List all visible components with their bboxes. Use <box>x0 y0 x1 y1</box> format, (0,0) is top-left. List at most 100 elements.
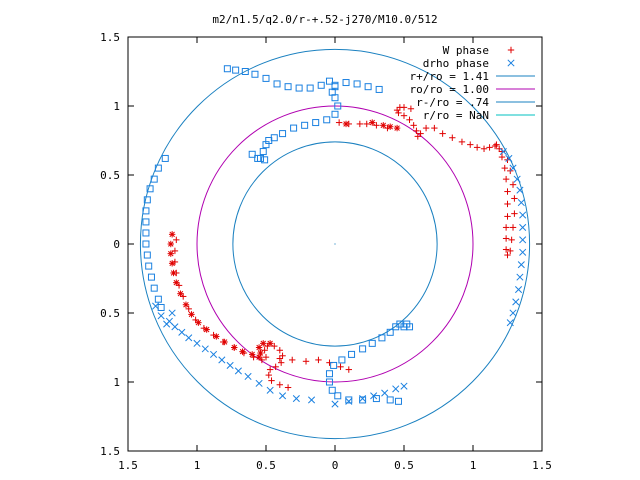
y-tick-label: 0.5 <box>100 307 120 320</box>
drho-phase-point <box>273 80 281 88</box>
w-phase-point <box>337 363 344 371</box>
w-phase-point <box>258 356 266 364</box>
w-phase-point <box>268 377 275 384</box>
drho-phase-point <box>392 323 400 331</box>
drho-phase-point <box>338 356 346 364</box>
drho-phase-point <box>157 303 165 311</box>
drho-phase-point <box>368 339 376 347</box>
w-phase-point <box>496 145 503 152</box>
drho-phase-point <box>386 328 394 336</box>
drho-phase-point <box>154 295 162 303</box>
w-phase-point <box>239 348 246 355</box>
drho-phase-point <box>509 309 517 317</box>
drho-phase-point <box>323 116 331 124</box>
w-phase-point <box>356 120 364 128</box>
drho-phase-point <box>334 102 342 110</box>
drho-phase-point <box>331 110 339 118</box>
drho-phase-point <box>400 382 408 390</box>
x-tick-label: 0.5 <box>394 459 414 472</box>
y-tick-label: 0 <box>113 238 120 251</box>
w-phase-point <box>261 347 268 354</box>
w-phase-point <box>501 164 508 172</box>
legend-label: drho phase <box>423 57 489 70</box>
drho-phase-point <box>248 150 256 158</box>
legend-label: ro/ro = 1.00 <box>410 83 489 96</box>
w-phase-point <box>384 124 391 132</box>
w-phase-point <box>502 175 510 183</box>
drho-phase-point <box>150 284 158 292</box>
legend-label: W phase <box>443 44 489 57</box>
drho-phase-point <box>232 66 240 74</box>
drho-phase-point <box>295 84 303 92</box>
drho-phase-point <box>290 124 298 132</box>
x-tick-label: 1 <box>470 459 477 472</box>
w-phase-point <box>502 235 510 242</box>
w-phase-point <box>302 358 310 365</box>
w-phase-point <box>498 148 506 155</box>
drho-phase-point <box>517 199 525 207</box>
y-axis-ticks: 1.5 1 0.5 0 0.5 1 1.5 <box>100 31 542 458</box>
w-phase-point <box>407 105 415 112</box>
drho-phase-point <box>279 130 287 138</box>
w-phase-point <box>335 119 343 126</box>
w-phase-point <box>413 127 420 135</box>
drho-phase-point <box>345 396 353 404</box>
w-phase-point <box>182 301 190 308</box>
y-tick-label: 1 <box>113 376 120 389</box>
w-phase-point <box>277 359 285 366</box>
drho-phase-point <box>270 134 278 142</box>
drho-phase-point <box>359 345 367 353</box>
y-tick-label: 1.5 <box>100 31 120 44</box>
drho-phase-point <box>146 185 154 193</box>
w-phase-point <box>509 181 517 188</box>
drho-phase-point <box>331 400 339 408</box>
drho-phase-point <box>178 328 186 336</box>
drho-phase-point <box>142 240 150 248</box>
drho-phase-point <box>512 298 520 306</box>
w-phase-point <box>369 119 376 126</box>
w-phase-point <box>250 353 257 361</box>
w-phase-point <box>431 124 438 132</box>
drho-phase-point <box>372 395 380 403</box>
w-phase-point <box>200 324 208 332</box>
w-phase-point <box>221 338 228 346</box>
w-phase-point <box>188 311 195 318</box>
drho-phase-point <box>375 85 383 93</box>
drho-phase-point <box>403 320 411 328</box>
w-phase-point <box>387 123 394 130</box>
drho-phase-point <box>185 334 193 342</box>
w-phase-point <box>480 145 488 152</box>
w-phase-point <box>393 124 401 132</box>
drho-phase-point <box>505 154 513 162</box>
drho-phase-point <box>325 370 333 378</box>
w-phase-point <box>345 366 352 373</box>
w-phase-point <box>276 381 283 388</box>
drho-phase-point <box>386 396 394 404</box>
w-phase-point <box>493 141 500 148</box>
drho-phase-point <box>516 273 524 281</box>
drho-phase-point <box>499 147 507 156</box>
w-phase-point <box>486 144 493 151</box>
w-phase-point <box>498 153 506 161</box>
drho-phase-point <box>392 385 400 393</box>
drho-phase-point <box>244 372 252 381</box>
w-phase-point <box>255 344 263 351</box>
w-phase-point <box>168 260 176 267</box>
w-phase-point <box>276 347 283 354</box>
w-phase-point <box>210 331 217 339</box>
drho-phase-point <box>325 77 333 85</box>
w-phase-point <box>504 188 511 195</box>
drho-phase-point <box>342 79 350 87</box>
w-phase-point <box>449 134 456 141</box>
drho-phase-point <box>517 261 525 269</box>
w-phase-point <box>511 210 518 217</box>
w-phase-point <box>289 356 296 364</box>
y-tick-label: 1.5 <box>100 445 120 458</box>
drho-phase-point <box>150 175 158 183</box>
drho-phase-point <box>325 378 333 386</box>
legend-swatch-marker <box>507 46 515 54</box>
w-phase-point <box>266 366 274 373</box>
drho-phase-point <box>251 70 259 78</box>
